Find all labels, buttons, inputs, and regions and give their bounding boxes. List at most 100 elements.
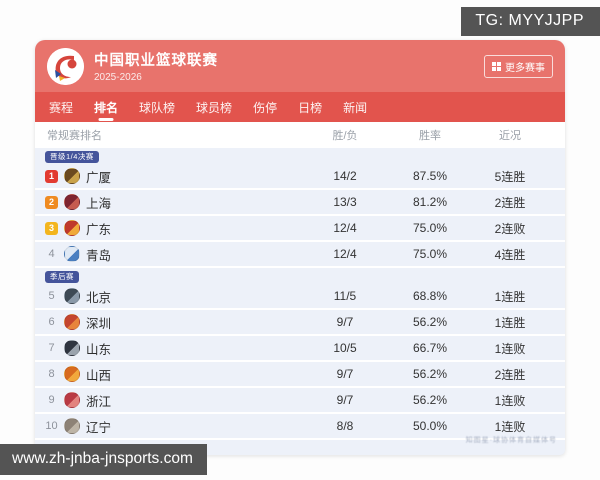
record-cell: 9/7 (336, 315, 354, 329)
team-logo-icon (64, 314, 80, 330)
team-logo-icon (64, 392, 80, 408)
column-header: 近况 (499, 130, 521, 142)
team-name: 深圳 (86, 316, 112, 331)
team-cell: 3 广东 (35, 219, 300, 238)
standings-row[interactable]: 5 北京 11/5 68.8% 1连胜 (35, 284, 565, 310)
column-header: 胜/负 (332, 130, 358, 142)
table-header: 常规赛排名 胜/负 胜率 近况 (35, 122, 565, 148)
record-cell: 12/4 (333, 247, 357, 261)
streak-cell: 5连胜 (494, 169, 526, 184)
standings-row[interactable]: 9 浙江 9/7 56.2% 1连败 (35, 388, 565, 414)
league-title: 中国职业篮球联赛 (94, 53, 218, 69)
record-cell: 11/5 (333, 289, 357, 303)
streak-cell: 2连败 (494, 221, 526, 236)
standings-row[interactable]: 2 上海 13/3 81.2% 2连胜 (35, 190, 565, 216)
team-cell: 2 上海 (35, 193, 300, 212)
rank-number: 7 (48, 342, 55, 354)
win-rate-cell: 81.2% (412, 195, 448, 209)
team-name: 广厦 (86, 170, 112, 185)
tab-news[interactable]: 新闻 (343, 100, 368, 115)
section-badge-row: 季后赛 (35, 268, 565, 284)
streak-cell: 1连胜 (494, 289, 526, 304)
tab-injuries[interactable]: 伤停 (253, 100, 278, 115)
standings-table: 晋级1/4决赛 1 广厦 14/2 87.5% 5连胜 2 上海 13/3 81.2% 2连胜 3 广东… (35, 148, 565, 440)
telegram-badge: TG: MYYJJPP (461, 7, 600, 36)
team-name: 山东 (86, 342, 112, 357)
site-url-badge: www.zh-jnba-jnsports.com (0, 444, 207, 475)
team-logo-icon (64, 246, 80, 262)
team-name: 北京 (86, 290, 112, 305)
win-rate-cell: 66.7% (412, 341, 448, 355)
team-logo-icon (64, 168, 80, 184)
tab-schedule[interactable]: 赛程 (49, 100, 74, 115)
standings-row[interactable]: 8 山西 9/7 56.2% 2连胜 (35, 362, 565, 388)
standings-row[interactable]: 10 辽宁 8/8 50.0% 1连败 (35, 414, 565, 440)
team-cell: 8 山西 (35, 365, 300, 384)
team-cell: 4 青岛 (35, 245, 300, 264)
standings-row[interactable]: 4 青岛 12/4 75.0% 4连胜 (35, 242, 565, 268)
more-matches-button[interactable]: 更多赛事 (484, 54, 553, 78)
league-header: 中国职业篮球联赛 2025-2026 更多赛事 (35, 40, 565, 92)
tab-daily[interactable]: 日榜 (298, 100, 323, 115)
record-cell: 9/7 (336, 393, 354, 407)
standings-row[interactable]: 6 深圳 9/7 56.2% 1连胜 (35, 310, 565, 336)
standings-row[interactable]: 1 广厦 14/2 87.5% 5连胜 (35, 164, 565, 190)
column-header: 常规赛排名 (47, 130, 102, 142)
win-rate-cell: 87.5% (412, 169, 448, 183)
team-cell: 1 广厦 (35, 167, 300, 186)
team-logo-icon (64, 366, 80, 382)
team-name: 山西 (86, 368, 112, 383)
cba-standings-card: 中国职业篮球联赛 2025-2026 更多赛事 赛程 排名 球队榜 球员榜 伤停 日榜 新闻… (35, 40, 565, 455)
team-cell: 9 浙江 (35, 391, 300, 410)
league-title-block: 中国职业篮球联赛 2025-2026 (94, 49, 474, 83)
record-cell: 9/7 (336, 367, 354, 381)
win-rate-cell: 56.2% (412, 315, 448, 329)
grid-icon (492, 61, 501, 71)
section-badge: 晋级1/4决赛 (45, 151, 99, 163)
streak-cell: 1连败 (494, 419, 526, 434)
team-cell: 10 辽宁 (35, 417, 300, 436)
rank-number: 4 (48, 248, 55, 260)
record-cell: 10/5 (333, 341, 357, 355)
streak-cell: 2连胜 (494, 367, 526, 382)
team-name: 上海 (86, 196, 112, 211)
team-cell: 5 北京 (35, 287, 300, 306)
standings-row[interactable]: 3 广东 12/4 75.0% 2连败 (35, 216, 565, 242)
streak-cell: 2连胜 (494, 195, 526, 210)
streak-cell: 1连胜 (494, 315, 526, 330)
more-matches-label: 更多赛事 (505, 62, 545, 74)
record-cell: 14/2 (333, 169, 357, 183)
section-badge-row: 晋级1/4决赛 (35, 148, 565, 164)
record-cell: 8/8 (336, 419, 354, 433)
tab-bar: 赛程 排名 球队榜 球员榜 伤停 日榜 新闻 (35, 92, 565, 122)
watermark: 知图星·球协体育自媒体号 (465, 437, 557, 444)
rank-number: 5 (48, 290, 55, 302)
team-logo-icon (64, 340, 80, 356)
rank-badge: 2 (45, 195, 58, 209)
win-rate-cell: 56.2% (412, 367, 448, 381)
record-cell: 13/3 (333, 195, 357, 209)
team-logo-icon (64, 220, 80, 236)
rank-number: 8 (48, 368, 55, 380)
rank-number: 10 (45, 420, 58, 432)
tab-ranking[interactable]: 排名 (94, 93, 118, 122)
win-rate-cell: 50.0% (412, 419, 448, 433)
league-season: 2025-2026 (94, 72, 142, 83)
team-cell: 6 深圳 (35, 313, 300, 332)
streak-cell: 1连败 (494, 393, 526, 408)
rank-number: 9 (48, 394, 55, 406)
team-name: 浙江 (86, 394, 112, 409)
team-logo-icon (64, 288, 80, 304)
tab-players[interactable]: 球员榜 (196, 100, 233, 115)
team-cell: 7 山东 (35, 339, 300, 358)
team-logo-icon (64, 418, 80, 434)
streak-cell: 1连败 (494, 341, 526, 356)
streak-cell: 4连胜 (494, 247, 526, 262)
record-cell: 12/4 (333, 221, 357, 235)
team-name: 广东 (86, 222, 112, 237)
rank-number: 6 (48, 316, 55, 328)
standings-row[interactable]: 7 山东 10/5 66.7% 1连败 (35, 336, 565, 362)
tab-teams[interactable]: 球队榜 (139, 100, 176, 115)
rank-badge: 3 (45, 221, 58, 235)
